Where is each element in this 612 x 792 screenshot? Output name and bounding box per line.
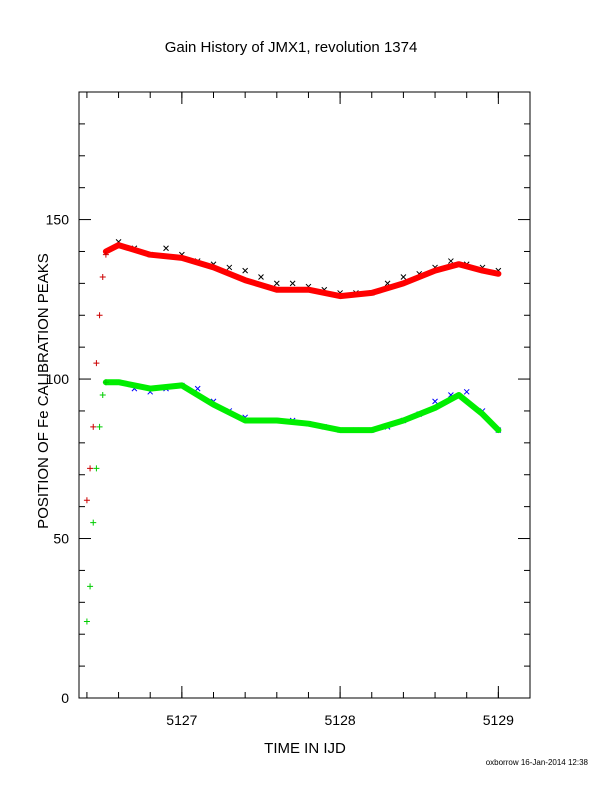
x-axis-label: TIME IN IJD — [264, 740, 346, 757]
y-tick-label: 0 — [61, 690, 69, 706]
data-point — [273, 280, 280, 287]
rise-point — [90, 519, 97, 526]
rise-point — [96, 312, 103, 319]
tick-labels: 5127 5128 5129 0 50 100 150 — [46, 212, 514, 728]
x-tick-label: 5129 — [483, 712, 514, 728]
fit-curve — [102, 242, 502, 300]
rise-point — [102, 379, 109, 386]
data-point — [194, 385, 201, 392]
x-tick-label: 5128 — [325, 712, 356, 728]
rise-point — [93, 465, 100, 472]
data-point — [432, 398, 438, 405]
data-point — [163, 245, 169, 252]
data-point — [463, 388, 470, 395]
rise-point — [83, 618, 90, 625]
data-point — [242, 267, 249, 274]
rise-point — [83, 497, 90, 504]
plot-frame — [78, 91, 531, 699]
rise-point — [87, 583, 94, 590]
data-point — [258, 274, 264, 280]
rise-point — [99, 273, 106, 280]
fit-curve — [102, 379, 502, 434]
rise-point — [99, 392, 106, 398]
data-series — [83, 239, 502, 625]
data-point — [289, 280, 296, 287]
footer-credit: oxborrow 16-Jan-2014 12:38 — [486, 758, 589, 767]
chart-title: Gain History of JMX1, revolution 1374 — [165, 39, 418, 56]
rise-point — [96, 423, 103, 430]
rise-point — [93, 360, 100, 367]
y-tick-label: 50 — [53, 531, 69, 547]
axis-ticks — [79, 91, 531, 699]
data-point — [448, 258, 454, 264]
rise-point — [90, 423, 97, 430]
x-tick-label: 5127 — [166, 712, 197, 728]
y-axis-label: POSITION OF Fe CALIBRATION PEAKS — [35, 253, 52, 529]
rise-point — [87, 465, 94, 472]
y-tick-label: 100 — [46, 371, 70, 387]
data-point — [226, 264, 233, 271]
data-point — [400, 274, 407, 280]
rise-point — [102, 251, 109, 258]
y-tick-label: 150 — [46, 212, 70, 228]
